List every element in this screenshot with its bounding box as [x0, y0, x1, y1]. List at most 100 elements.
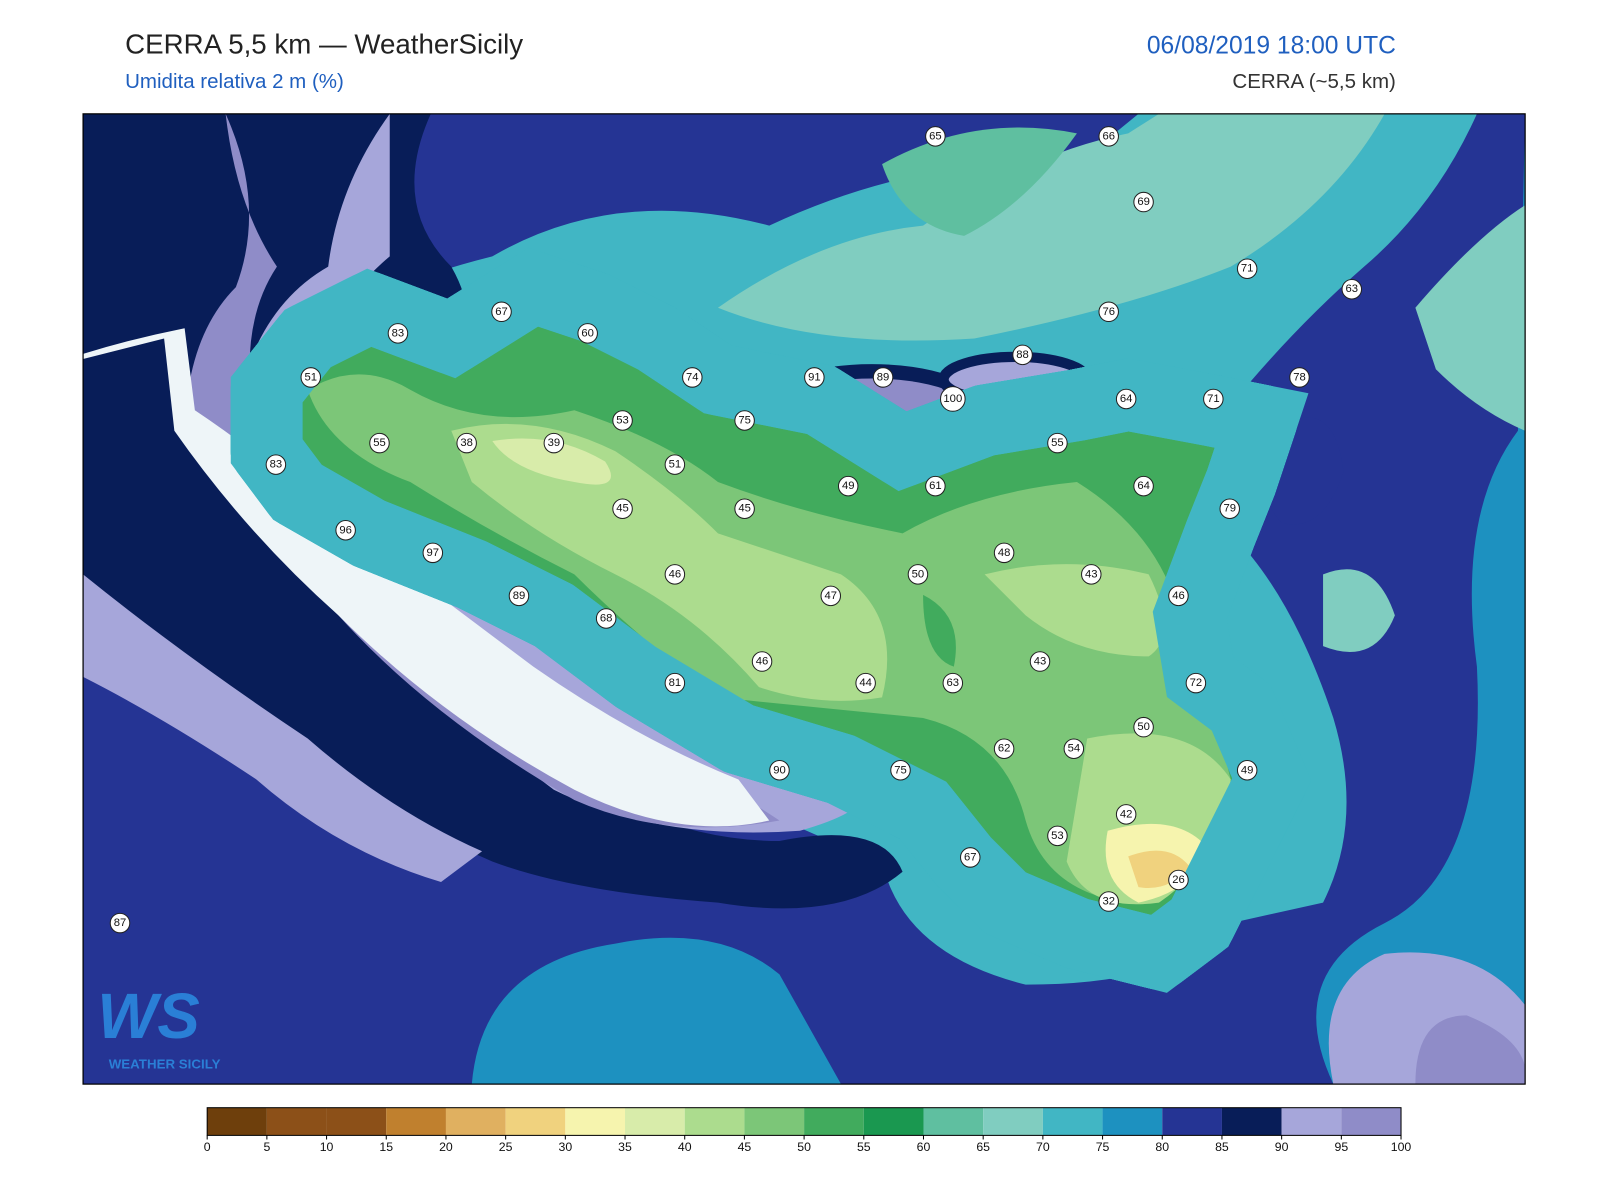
station-value: 45	[616, 503, 629, 515]
colorbar-tick-label: 20	[439, 1140, 453, 1154]
station-marker	[1203, 388, 1224, 410]
colorbar-tick-label: 50	[797, 1140, 811, 1154]
station-value: 26	[1172, 874, 1185, 886]
station-marker	[1289, 367, 1310, 388]
station-value: 49	[842, 480, 855, 492]
station-value: 32	[1102, 896, 1115, 908]
station-marker	[993, 542, 1015, 564]
station-value: 42	[1120, 808, 1133, 820]
station-marker	[942, 672, 964, 694]
colorbar-tick-label: 100	[1391, 1140, 1412, 1154]
station-marker	[1133, 191, 1154, 213]
station-value: 55	[1051, 437, 1064, 449]
station-marker	[907, 564, 929, 585]
station-marker	[804, 367, 825, 388]
station-marker	[1168, 585, 1189, 607]
station-marker	[820, 585, 842, 607]
station-marker	[1029, 651, 1051, 672]
station-value: 76	[1102, 306, 1115, 318]
station-value: 79	[1223, 503, 1236, 515]
station-value: 45	[738, 503, 751, 515]
station-value: 46	[669, 568, 682, 580]
station-value: 89	[513, 590, 526, 602]
colorbar-tick-label: 30	[558, 1140, 572, 1154]
station-value: 72	[1190, 677, 1203, 689]
station-value: 50	[912, 568, 925, 580]
colorbar-bin	[1341, 1107, 1402, 1136]
station-value: 67	[495, 306, 508, 318]
station-marker	[890, 759, 911, 781]
station-marker	[369, 432, 390, 454]
station-marker	[1115, 388, 1137, 410]
station-marker	[1219, 498, 1240, 519]
station-value: 51	[669, 459, 682, 471]
colorbar-bin	[207, 1107, 267, 1136]
colorbar-bin	[1042, 1107, 1103, 1136]
station-value: 53	[616, 415, 629, 427]
station-marker	[612, 410, 633, 431]
station-marker	[1341, 278, 1363, 300]
colorbar-tick-label: 0	[204, 1140, 211, 1154]
station-marker	[1168, 869, 1189, 891]
station-marker	[1047, 432, 1068, 454]
station-value: 54	[1068, 743, 1081, 755]
station-value: 38	[460, 437, 473, 449]
station-value: 68	[600, 612, 613, 624]
colorbar-tick-label: 45	[738, 1140, 752, 1154]
station-value: 74	[686, 371, 699, 383]
humidity-field	[83, 113, 1526, 1085]
station-marker	[939, 386, 966, 412]
colorbar-tick-label: 10	[320, 1140, 334, 1154]
station-marker	[1236, 258, 1258, 279]
station-marker	[1047, 825, 1068, 847]
station-value: 75	[894, 764, 907, 776]
station-marker	[1063, 738, 1085, 759]
station-marker	[335, 519, 356, 541]
station-value: 60	[581, 327, 594, 339]
colorbar-tick-label: 35	[618, 1140, 632, 1154]
colorbar-tick-label: 95	[1334, 1140, 1348, 1154]
station-marker	[664, 454, 686, 475]
colorbar-bin	[744, 1107, 805, 1136]
colorbar-tick-label: 60	[917, 1140, 931, 1154]
colorbar-bin	[1162, 1107, 1222, 1136]
station-value: 51	[305, 371, 318, 383]
station-value: 39	[548, 437, 561, 449]
station-marker	[993, 738, 1015, 759]
colorbar-bin	[684, 1107, 745, 1136]
station-value: 87	[114, 917, 127, 929]
colorbar-bin	[386, 1107, 446, 1136]
station-marker	[734, 410, 755, 431]
station-value: 46	[756, 656, 769, 668]
colorbar-tick-label: 75	[1096, 1140, 1110, 1154]
station-marker	[872, 367, 894, 388]
colorbar-bin	[326, 1107, 387, 1136]
stations: 65 66 69 71 63 67 60 83 76 88 51 74 91 89 100 64 71 78 75 5…	[109, 126, 1363, 934]
colorbar-tick-label: 90	[1275, 1140, 1289, 1154]
station-marker	[751, 651, 773, 672]
station-value: 47	[825, 590, 838, 602]
station-marker	[1098, 891, 1119, 912]
colorbar-tick-label: 15	[379, 1140, 393, 1154]
station-value: 64	[1120, 393, 1133, 405]
station-marker	[387, 323, 409, 344]
station-value: 88	[1016, 349, 1029, 361]
colorbar-tick-label: 70	[1036, 1140, 1050, 1154]
station-value: 65	[929, 130, 942, 142]
colorbar-bin	[923, 1107, 984, 1136]
title: CERRA 5,5 km — WeatherSicily	[125, 28, 523, 59]
colorbar-tick-label: 85	[1215, 1140, 1229, 1154]
colorbar-bin	[445, 1107, 506, 1136]
station-marker	[595, 608, 617, 629]
logo-text: WEATHER SICILY	[109, 1057, 221, 1072]
subtitle: Umidita relativa 2 m (%)	[125, 70, 344, 93]
colorbar-bin	[863, 1107, 924, 1136]
colorbar-bin	[1221, 1107, 1282, 1136]
station-value: 53	[1051, 830, 1064, 842]
station-value: 62	[998, 743, 1011, 755]
colorbar-bin	[983, 1107, 1043, 1136]
colorbar: 0 5 10 15 20 25 30 35 40 45 50 55 60 65 70 75 80 85 90 95 10…	[204, 1107, 1412, 1154]
station-marker	[1098, 126, 1119, 147]
station-value: 43	[1034, 656, 1047, 668]
